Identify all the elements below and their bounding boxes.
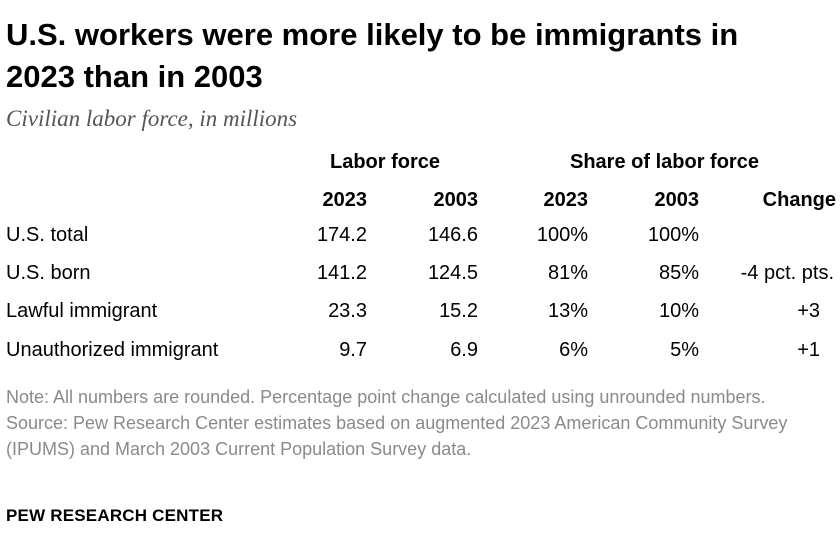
col-header-change: Change: [762, 189, 836, 211]
table-cell: 10%: [658, 300, 699, 322]
table-cell: +1: [797, 339, 820, 361]
table-cell: 6.9: [450, 339, 478, 361]
col-header-lf-2003: 2003: [433, 189, 479, 211]
chart-subtitle: Civilian labor force, in millions: [6, 106, 298, 131]
note-text: Note: All numbers are rounded. Percentag…: [6, 387, 766, 407]
col-header-share-2003: 2003: [654, 189, 700, 211]
table-cell: 6%: [559, 339, 588, 361]
row-label-us-born: U.S. born: [6, 262, 91, 284]
table-cell: 23.3: [328, 300, 367, 322]
group-header-share: Share of labor force: [570, 151, 759, 173]
group-header-labor-force: Labor force: [330, 151, 441, 173]
table-cell: 146.6: [427, 224, 478, 246]
table-cell: 5%: [670, 339, 699, 361]
table-cell: 13%: [547, 300, 588, 322]
table-cell: 100%: [536, 224, 588, 246]
table-cell: 141.2: [316, 262, 367, 284]
col-header-share-2023: 2023: [543, 189, 589, 211]
table-cell: 124.5: [427, 262, 478, 284]
source-text: Source: Pew Research Center estimates ba…: [6, 413, 788, 459]
table-cell: +3: [797, 300, 820, 322]
row-label-us-total: U.S. total: [6, 224, 89, 246]
table-cell: 174.2: [316, 224, 367, 246]
chart-notes: Note: All numbers are rounded. Percentag…: [6, 384, 826, 462]
table-cell: -4 pct. pts.: [740, 262, 834, 284]
col-header-lf-2023: 2023: [322, 189, 368, 211]
table-cell: 85%: [658, 262, 699, 284]
row-label-lawful-immigrant: Lawful immigrant: [6, 300, 158, 322]
brand-logo-text: PEW RESEARCH CENTER: [6, 506, 224, 525]
row-label-unauthorized-immigrant: Unauthorized immigrant: [6, 339, 219, 361]
table-cell: 81%: [547, 262, 588, 284]
table-cell: 100%: [647, 224, 699, 246]
table-cell: 15.2: [439, 300, 478, 322]
chart-title: U.S. workers were more likely to be immi…: [6, 17, 739, 94]
table-cell: 9.7: [339, 339, 367, 361]
